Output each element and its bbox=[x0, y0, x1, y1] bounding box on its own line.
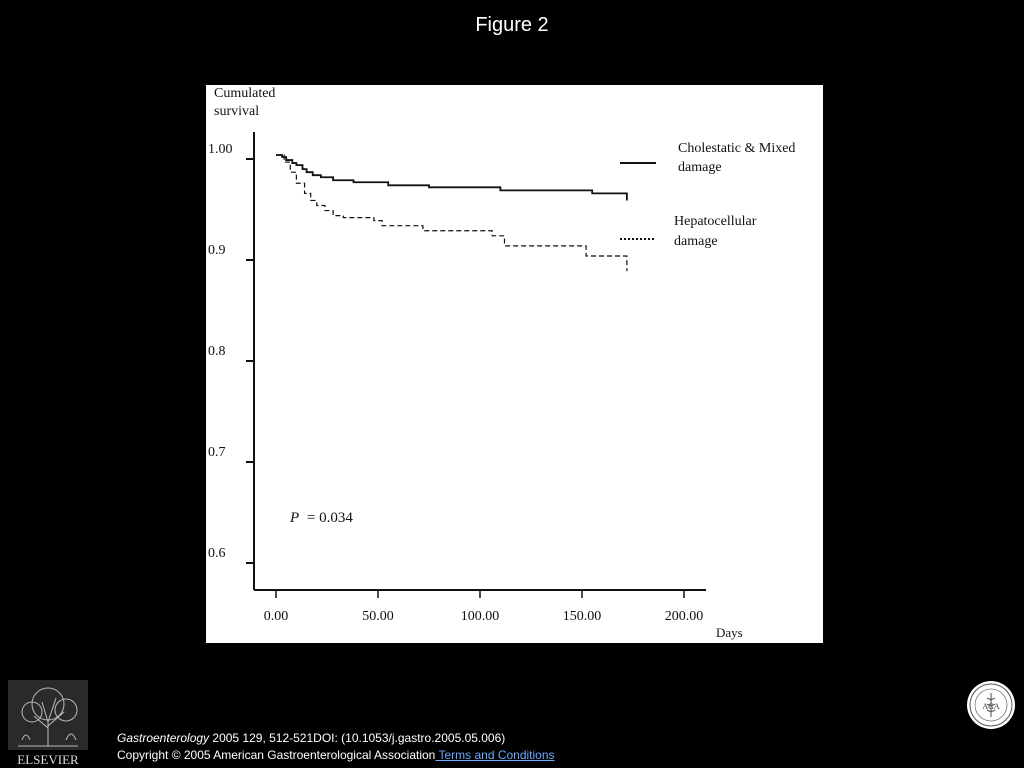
series-line-cholestatic-mixed bbox=[276, 154, 628, 201]
citation-line: Gastroenterology 2005 129, 512-521DOI: (… bbox=[117, 730, 555, 747]
legend-label-cholestatic-mixed-line1: Cholestatic & Mixed bbox=[678, 141, 795, 156]
journal-name: Gastroenterology bbox=[117, 731, 210, 745]
p-value-number: = 0.034 bbox=[307, 510, 353, 526]
legend-label-hepatocellular-line2: damage bbox=[674, 234, 718, 249]
legend: Cholestatic & Mixed damage Hepatocellula… bbox=[620, 141, 795, 249]
aga-seal-icon: AGA bbox=[967, 681, 1015, 729]
y-tick-label: 0.7 bbox=[208, 445, 226, 460]
x-axis-title: Days bbox=[716, 625, 743, 640]
x-tick-label: 150.00 bbox=[563, 609, 602, 624]
y-axis-title-line1: Cumulated bbox=[214, 86, 275, 101]
y-tick-label: 1.00 bbox=[208, 142, 233, 157]
y-axis-title-line2: survival bbox=[214, 104, 259, 119]
terms-and-conditions-link[interactable]: Terms and Conditions bbox=[435, 748, 555, 762]
x-tick-label: 100.00 bbox=[461, 609, 500, 624]
series-line-hepatocellular bbox=[276, 154, 628, 272]
citation-block: Gastroenterology 2005 129, 512-521DOI: (… bbox=[117, 730, 555, 764]
y-tick-label: 0.6 bbox=[208, 546, 226, 561]
p-value-label: P bbox=[289, 510, 299, 526]
survival-chart: Cumulated survival 1.00 0.9 0.8 0.7 0.6 0.00… bbox=[208, 86, 795, 640]
svg-text:ELSEVIER: ELSEVIER bbox=[17, 752, 79, 766]
x-tick-label: 200.00 bbox=[665, 609, 704, 624]
elsevier-logo: ELSEVIER bbox=[8, 680, 88, 766]
copyright-line: Copyright © 2005 American Gastroenterolo… bbox=[117, 747, 555, 764]
x-tick-label: 0.00 bbox=[264, 609, 289, 624]
slide-title: Figure 2 bbox=[475, 14, 549, 36]
legend-label-cholestatic-mixed-line2: damage bbox=[678, 160, 722, 175]
legend-label-hepatocellular-line1: Hepatocellular bbox=[674, 214, 757, 229]
y-tick-label: 0.9 bbox=[208, 243, 226, 258]
figure-panel: Cumulated survival 1.00 0.9 0.8 0.7 0.6 0.00… bbox=[206, 85, 823, 643]
x-tick-label: 50.00 bbox=[362, 609, 394, 624]
citation-details: 2005 129, 512-521DOI: (10.1053/j.gastro.… bbox=[209, 731, 506, 745]
y-tick-label: 0.8 bbox=[208, 344, 226, 359]
svg-text:AGA: AGA bbox=[982, 702, 1000, 711]
copyright-text: Copyright © 2005 American Gastroenterolo… bbox=[117, 748, 436, 762]
p-value-annotation: P = 0.034 bbox=[289, 510, 353, 526]
